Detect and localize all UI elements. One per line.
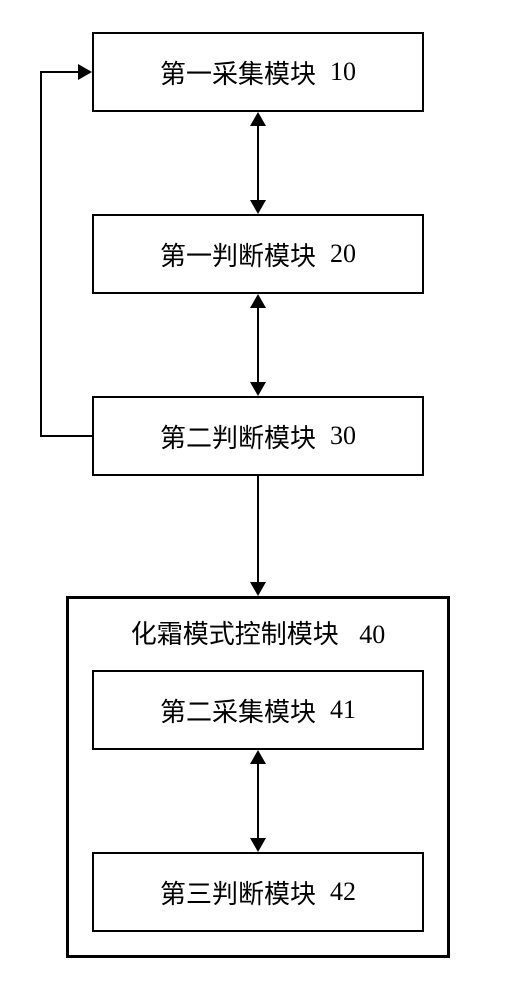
arrowhead-down-icon bbox=[250, 200, 266, 214]
edge-line bbox=[257, 304, 259, 386]
arrowhead-down-icon bbox=[250, 582, 266, 596]
node-number: 41 bbox=[330, 695, 356, 725]
node-second-collection: 第二采集模块 41 bbox=[92, 670, 424, 750]
container-number: 40 bbox=[359, 620, 385, 649]
edge-line bbox=[257, 122, 259, 204]
arrowhead-up-icon bbox=[250, 750, 266, 764]
node-first-collection: 第一采集模块 10 bbox=[92, 32, 424, 112]
edge-line bbox=[40, 435, 92, 437]
arrowhead-right-icon bbox=[78, 64, 92, 80]
node-label: 第一采集模块 bbox=[160, 54, 316, 91]
edge-line bbox=[257, 760, 259, 842]
node-number: 30 bbox=[330, 421, 356, 451]
container-label: 化霜模式控制模块 bbox=[131, 620, 339, 649]
arrowhead-up-icon bbox=[250, 112, 266, 126]
arrowhead-up-icon bbox=[250, 294, 266, 308]
node-number: 42 bbox=[330, 877, 356, 907]
edge-line bbox=[40, 71, 42, 437]
container-title: 化霜模式控制模块 40 bbox=[69, 614, 447, 651]
node-label: 第三判断模块 bbox=[160, 874, 316, 911]
arrowhead-down-icon bbox=[250, 382, 266, 396]
edge-line bbox=[40, 71, 78, 73]
node-second-judgment: 第二判断模块 30 bbox=[92, 396, 424, 476]
node-number: 10 bbox=[330, 57, 356, 87]
node-number: 20 bbox=[330, 239, 356, 269]
node-first-judgment: 第一判断模块 20 bbox=[92, 214, 424, 294]
node-label: 第一判断模块 bbox=[160, 236, 316, 273]
node-label: 第二采集模块 bbox=[160, 692, 316, 729]
node-third-judgment: 第三判断模块 42 bbox=[92, 852, 424, 932]
edge-line bbox=[257, 476, 259, 582]
node-label: 第二判断模块 bbox=[160, 418, 316, 455]
arrowhead-down-icon bbox=[250, 838, 266, 852]
